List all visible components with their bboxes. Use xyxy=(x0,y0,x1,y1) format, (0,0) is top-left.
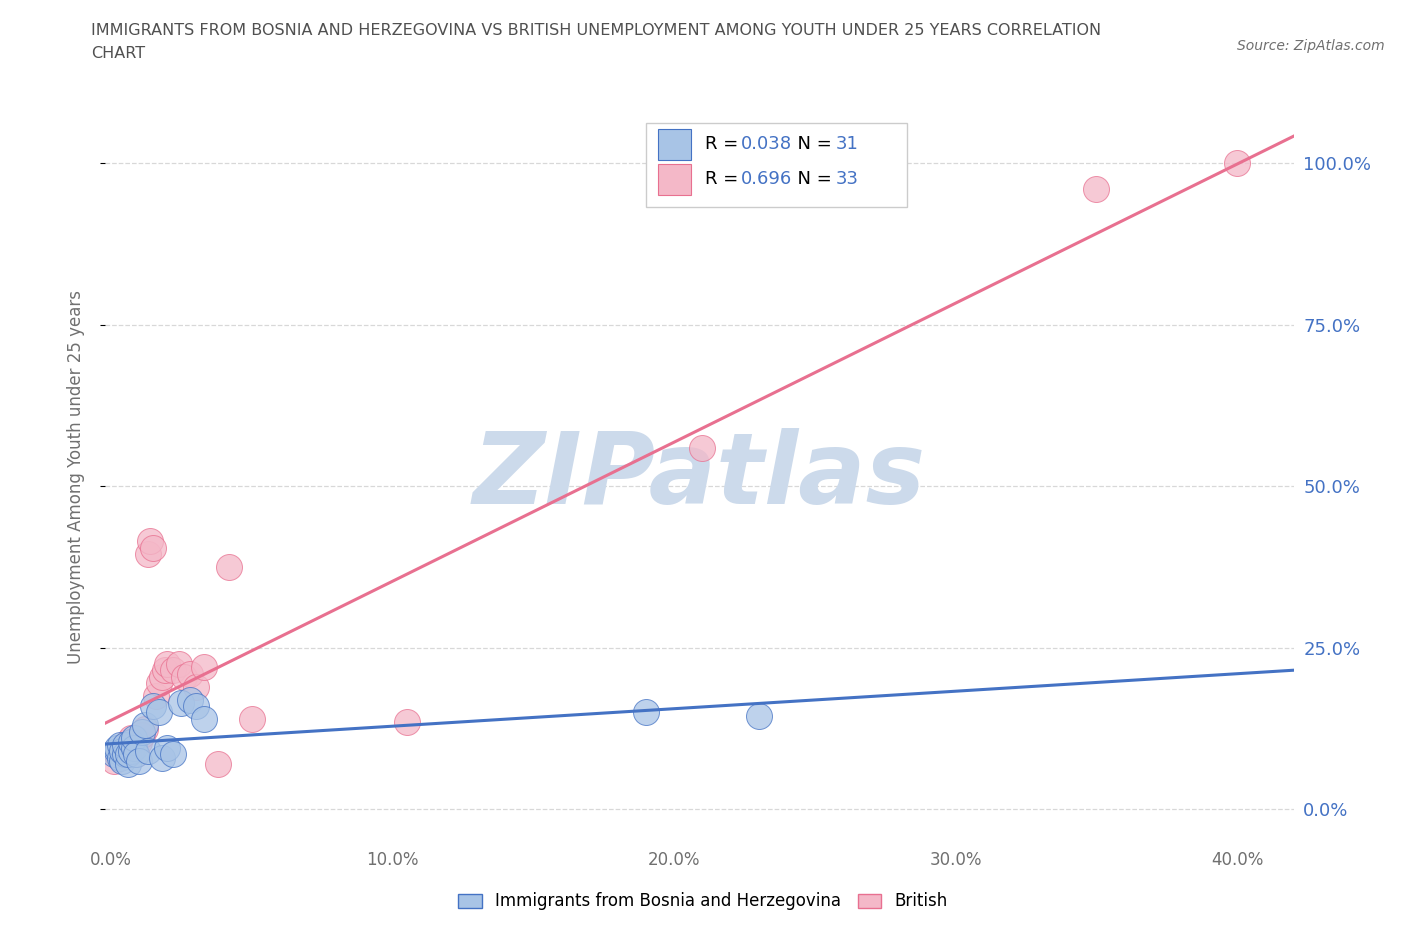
Point xyxy=(111,744,134,759)
Text: N =: N = xyxy=(786,136,838,153)
Point xyxy=(134,721,156,736)
Point xyxy=(179,666,201,681)
Point xyxy=(131,727,153,742)
Point xyxy=(148,705,170,720)
Point xyxy=(139,534,162,549)
Point xyxy=(128,753,150,768)
Point xyxy=(193,711,215,726)
Point xyxy=(167,657,190,671)
Text: CHART: CHART xyxy=(91,46,145,61)
Point xyxy=(150,670,173,684)
Point xyxy=(111,753,134,768)
Point xyxy=(125,747,148,762)
Point xyxy=(748,709,770,724)
Point xyxy=(162,663,184,678)
Point xyxy=(136,744,159,759)
Point xyxy=(120,731,142,746)
Point xyxy=(134,718,156,733)
Y-axis label: Unemployment Among Youth under 25 years: Unemployment Among Youth under 25 years xyxy=(66,289,84,664)
Point xyxy=(111,740,134,755)
FancyBboxPatch shape xyxy=(658,165,692,194)
Point xyxy=(128,734,150,749)
Point xyxy=(120,744,142,759)
Point xyxy=(114,737,136,752)
Point xyxy=(692,440,714,455)
Point xyxy=(136,547,159,562)
Point xyxy=(108,737,131,752)
Text: 33: 33 xyxy=(837,170,859,189)
Text: ZIPatlas: ZIPatlas xyxy=(472,428,927,525)
Text: R =: R = xyxy=(706,170,744,189)
Point xyxy=(105,740,128,755)
Point xyxy=(142,698,165,713)
Point xyxy=(634,705,657,720)
Point xyxy=(240,711,263,726)
Point xyxy=(148,676,170,691)
Point xyxy=(122,740,145,755)
Point xyxy=(108,744,131,759)
Text: 0.038: 0.038 xyxy=(741,136,792,153)
Point xyxy=(207,757,229,772)
Point xyxy=(1226,156,1249,171)
Point xyxy=(153,663,176,678)
Point xyxy=(145,689,167,704)
Point xyxy=(170,696,193,711)
Text: Source: ZipAtlas.com: Source: ZipAtlas.com xyxy=(1237,39,1385,53)
Point xyxy=(218,560,240,575)
Point xyxy=(117,757,139,772)
FancyBboxPatch shape xyxy=(645,123,907,206)
Point xyxy=(150,751,173,765)
Point xyxy=(184,698,207,713)
Point xyxy=(114,747,136,762)
FancyBboxPatch shape xyxy=(658,129,692,160)
Point xyxy=(131,724,153,739)
Text: R =: R = xyxy=(706,136,744,153)
Point xyxy=(117,747,139,762)
Point xyxy=(103,753,125,768)
Point xyxy=(1085,181,1108,196)
Point xyxy=(184,679,207,694)
Point xyxy=(105,744,128,759)
Point xyxy=(193,659,215,674)
Point xyxy=(125,747,148,762)
Point xyxy=(117,734,139,749)
Point xyxy=(105,747,128,762)
Point xyxy=(142,540,165,555)
Text: N =: N = xyxy=(786,170,838,189)
Text: 31: 31 xyxy=(837,136,859,153)
Point xyxy=(162,747,184,762)
Point xyxy=(156,657,179,671)
Point xyxy=(395,714,418,729)
Point xyxy=(122,731,145,746)
Point xyxy=(179,692,201,707)
Point xyxy=(103,747,125,762)
Legend: Immigrants from Bosnia and Herzegovina, British: Immigrants from Bosnia and Herzegovina, … xyxy=(451,885,955,917)
Point xyxy=(122,737,145,752)
Point xyxy=(173,670,195,684)
Point xyxy=(156,740,179,755)
Text: 0.696: 0.696 xyxy=(741,170,793,189)
Text: IMMIGRANTS FROM BOSNIA AND HERZEGOVINA VS BRITISH UNEMPLOYMENT AMONG YOUTH UNDER: IMMIGRANTS FROM BOSNIA AND HERZEGOVINA V… xyxy=(91,23,1101,38)
Point xyxy=(108,751,131,765)
Point xyxy=(120,734,142,749)
Point xyxy=(114,737,136,752)
